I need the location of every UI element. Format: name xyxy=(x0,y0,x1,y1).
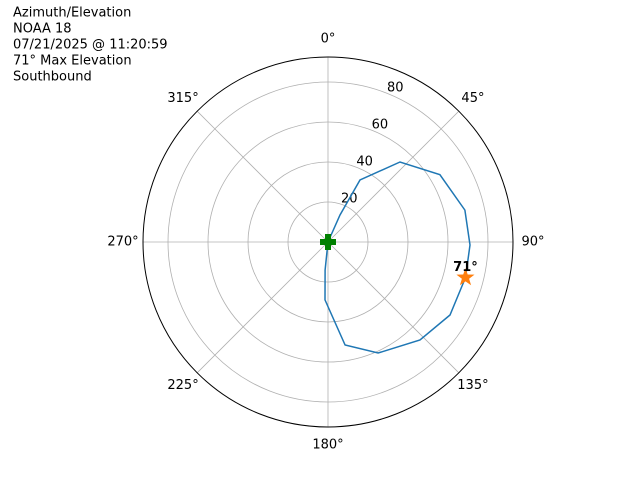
info-line: Southbound xyxy=(13,70,92,85)
theta-tick-label: 225° xyxy=(167,378,198,393)
r-grid-circle xyxy=(207,121,449,363)
theta-tick-label: 135° xyxy=(457,378,488,393)
info-line: NOAA 18 xyxy=(13,22,72,37)
r-grid-circle xyxy=(247,161,409,323)
theta-tick-label: 180° xyxy=(312,438,343,453)
info-line: 07/21/2025 @ 11:20:59 xyxy=(13,38,168,53)
theta-grid-line xyxy=(327,110,460,243)
theta-grid-line xyxy=(196,110,329,243)
r-grid-circle xyxy=(287,201,369,283)
theta-tick-label: 0° xyxy=(321,32,336,47)
theta-tick-label: 45° xyxy=(461,91,484,106)
r-tick-label: 80 xyxy=(387,81,404,96)
max-label: 71° xyxy=(453,260,478,275)
polar-frame xyxy=(142,56,514,428)
start-marker xyxy=(320,234,336,250)
theta-grid-line xyxy=(327,241,460,374)
max-marker xyxy=(456,268,475,286)
r-tick-label: 60 xyxy=(372,118,389,133)
r-grid-circle xyxy=(167,81,489,403)
theta-tick-label: 315° xyxy=(167,91,198,106)
r-tick-label: 40 xyxy=(356,155,373,170)
theta-grid-line xyxy=(196,241,329,374)
info-line: 71° Max Elevation xyxy=(13,54,132,69)
theta-tick-label: 270° xyxy=(107,235,138,250)
theta-tick-label: 90° xyxy=(521,235,544,250)
info-line: Azimuth/Elevation xyxy=(13,6,131,21)
